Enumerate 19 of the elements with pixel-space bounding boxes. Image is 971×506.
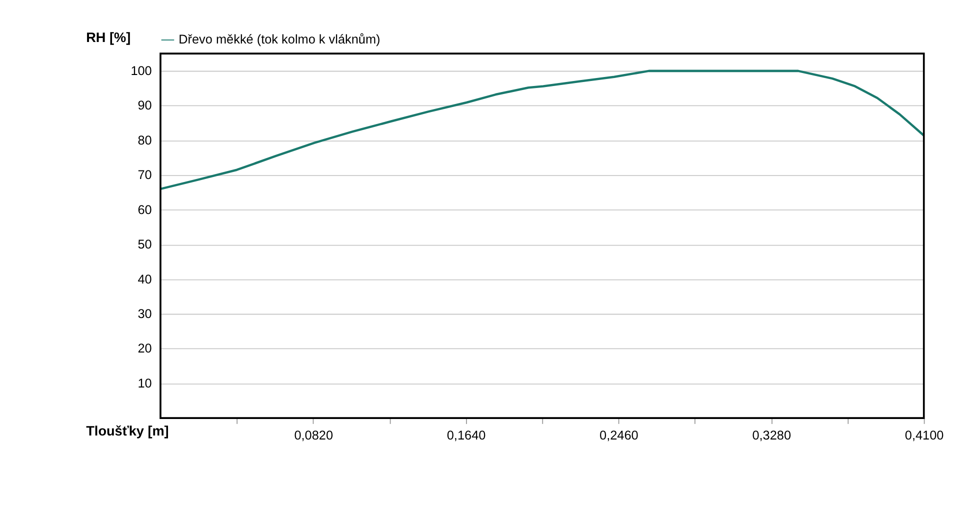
legend-label: Dřevo měkké (tok kolmo k vláknům) [178, 32, 380, 47]
x-tick-label: 0,1640 [446, 428, 486, 442]
y-tick-label: 90 [138, 98, 152, 113]
line-series [159, 70, 925, 190]
y-tick-label: 10 [138, 376, 152, 390]
y-tick-label: 30 [138, 306, 152, 321]
y-tick-label: 100 [130, 64, 152, 78]
y-tick-label: 70 [138, 168, 152, 182]
y-tick-label: 60 [138, 202, 152, 217]
x-tick-label: 0,3280 [752, 428, 792, 442]
x-tick-label: 0,4100 [904, 428, 944, 442]
x-axis-title: Tloušťky [m] [86, 423, 169, 438]
y-tick-label: 50 [138, 238, 152, 252]
y-tick-label: 80 [138, 133, 152, 148]
y-tick-label: 40 [138, 272, 152, 286]
y-axis-title: RH [%] [86, 30, 131, 45]
x-tick-label: 0,0820 [294, 428, 334, 442]
y-tick-label: 20 [138, 342, 152, 356]
x-tick-label: 0,2460 [600, 428, 638, 442]
